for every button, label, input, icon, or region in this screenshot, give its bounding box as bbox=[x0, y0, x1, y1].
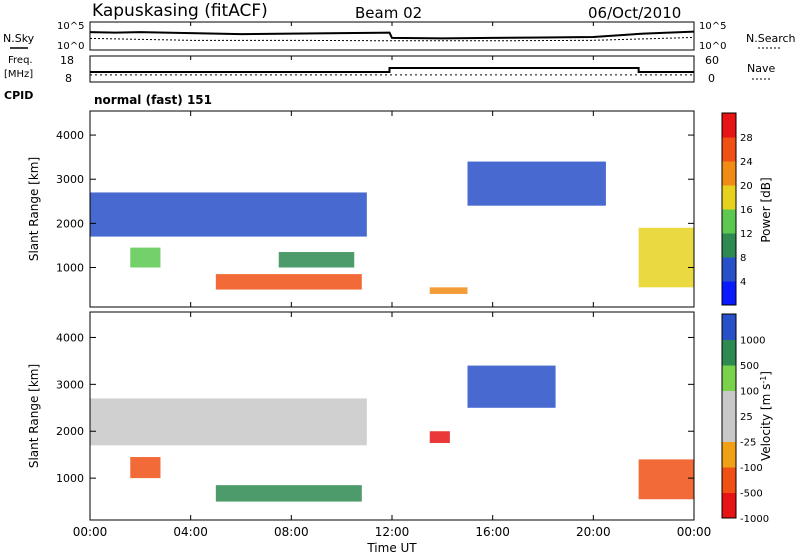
noise-right-tick-top: 10^5 bbox=[699, 21, 726, 32]
xtick-label-5: 20:00 bbox=[576, 525, 611, 539]
velocity-ytick-label-2: 3000 bbox=[56, 378, 84, 391]
power-colorbar-seg-2 bbox=[722, 233, 736, 258]
velocity-colorbar-tick-0: 1000 bbox=[740, 336, 765, 347]
cpid-label: CPID bbox=[4, 89, 33, 102]
nsearch-line bbox=[89, 36, 695, 42]
power-colorbar-seg-6 bbox=[722, 137, 736, 162]
power-colorbar-seg-1 bbox=[722, 257, 736, 282]
xtick-label-3: 12:00 bbox=[375, 525, 410, 539]
velocity-ytick-label-1: 2000 bbox=[56, 425, 84, 438]
xtick-label-0: 00:00 bbox=[73, 525, 108, 539]
velocity-yticks: 1000 2000 3000 4000 bbox=[56, 331, 694, 485]
time-axis: 00:00 04:00 08:00 12:00 16:00 20:00 00:00 bbox=[73, 22, 712, 539]
noise-left-tick-bottom: 10^0 bbox=[57, 41, 84, 52]
freq-left-tick-top: 18 bbox=[60, 54, 74, 67]
velocity-region-4 bbox=[467, 365, 556, 408]
velocity-colorbar-frame bbox=[721, 313, 737, 519]
velocity-ytick-label-3: 4000 bbox=[56, 331, 84, 344]
velocity-colorbar-tick-4: -25 bbox=[740, 438, 756, 449]
velocity-colorbar-tick-7: -1000 bbox=[740, 514, 769, 525]
power-region-0 bbox=[90, 192, 367, 237]
freq-right-tick-top: 60 bbox=[705, 54, 719, 67]
xtick-label-2: 08:00 bbox=[274, 525, 309, 539]
noise-right-tick-bottom: 10^0 bbox=[699, 41, 726, 52]
power-region-3 bbox=[278, 252, 355, 268]
velocity-colorbar-tick-6: -500 bbox=[740, 489, 763, 500]
power-ylabel: Slant Range [km] bbox=[27, 157, 41, 261]
velocity-colorbar-tick-2: 100 bbox=[740, 387, 759, 398]
noise-left-tick-top: 10^5 bbox=[57, 21, 84, 32]
power-colorbar-seg-7 bbox=[722, 113, 736, 138]
cpid-text: normal (fast) 151 bbox=[94, 93, 212, 107]
freq-label: Freq. bbox=[8, 55, 33, 66]
station-title: Kapuskasing (fitACF) bbox=[92, 1, 268, 21]
noise-panel: 10^5 10^0 10^5 10^0 N.Sky N.Search bbox=[3, 21, 796, 52]
power-data-layer bbox=[90, 161, 694, 294]
velocity-colorbar-seg-7 bbox=[722, 314, 736, 340]
velocity-colorbar-label: Velocity [m s-1] bbox=[759, 371, 774, 461]
velocity-ytick-label-0: 1000 bbox=[56, 472, 84, 485]
freq-unit-label: [MHz] bbox=[4, 69, 33, 80]
power-region-1 bbox=[130, 247, 161, 268]
power-colorbar-tick-0: 4 bbox=[740, 277, 746, 288]
velocity-panel: 1000 2000 3000 4000 Slant Range [km] 1000 50… bbox=[27, 311, 774, 525]
velocity-region-2 bbox=[215, 485, 362, 502]
nsearch-label: N.Search bbox=[746, 32, 796, 45]
velocity-colorbar-seg-5 bbox=[722, 365, 736, 391]
power-ytick-label-0: 1000 bbox=[56, 261, 84, 274]
power-colorbar-tick-5: 24 bbox=[740, 157, 753, 168]
velocity-colorbar-seg-1 bbox=[722, 467, 736, 493]
velocity-data-layer bbox=[90, 365, 694, 502]
power-ytick-label-1: 2000 bbox=[56, 217, 84, 230]
power-colorbar: 4 8 12 16 20 24 28 bbox=[721, 112, 753, 306]
power-colorbar-seg-4 bbox=[722, 185, 736, 210]
freq-left-tick-bottom: 8 bbox=[65, 72, 72, 85]
nsky-line bbox=[89, 30, 695, 40]
frequency-line bbox=[90, 67, 694, 73]
power-colorbar-tick-1: 8 bbox=[740, 253, 746, 264]
power-colorbar-tick-3: 16 bbox=[740, 205, 753, 216]
velocity-colorbar-seg-4 bbox=[722, 390, 736, 417]
velocity-colorbar-seg-2 bbox=[722, 441, 736, 468]
velocity-colorbar-seg-6 bbox=[722, 339, 736, 366]
xtick-label-6: 00:00 bbox=[677, 525, 712, 539]
velocity-ylabel: Slant Range [km] bbox=[27, 364, 41, 468]
power-colorbar-tick-6: 28 bbox=[740, 133, 753, 144]
velocity-colorbar-tick-1: 500 bbox=[740, 361, 759, 372]
velocity-colorbar: 1000 500 100 25 -25 -100 -500 -1000 bbox=[721, 313, 769, 525]
power-region-4 bbox=[429, 287, 468, 294]
velocity-colorbar-seg-3 bbox=[722, 416, 736, 442]
xtick-label-1: 04:00 bbox=[173, 525, 208, 539]
power-colorbar-tick-2: 12 bbox=[740, 229, 753, 240]
power-colorbar-frame bbox=[721, 112, 737, 306]
power-region-2 bbox=[215, 274, 362, 290]
power-panel: 1000 2000 3000 4000 Slant Range [km] 4 8 12 16… bbox=[27, 110, 773, 308]
beam-label: Beam 02 bbox=[355, 4, 422, 22]
velocity-colorbar-tick-3: 25 bbox=[740, 412, 753, 423]
power-region-5 bbox=[467, 161, 606, 206]
power-colorbar-label: Power [dB] bbox=[759, 177, 773, 242]
power-colorbar-seg-5 bbox=[722, 161, 736, 186]
velocity-colorbar-seg-0 bbox=[722, 492, 736, 519]
xaxis-label: Time UT bbox=[366, 541, 417, 554]
power-colorbar-tick-4: 20 bbox=[740, 181, 753, 192]
power-colorbar-seg-3 bbox=[722, 209, 736, 234]
velocity-region-1 bbox=[130, 457, 161, 479]
date-label: 06/Oct/2010 bbox=[588, 4, 681, 22]
nave-label: Nave bbox=[747, 62, 775, 75]
power-yticks: 1000 2000 3000 4000 bbox=[56, 129, 694, 274]
power-colorbar-seg-0 bbox=[722, 281, 736, 306]
velocity-region-5 bbox=[638, 459, 694, 500]
frequency-panel: 18 8 60 0 Freq. [MHz] Nave CPID normal (… bbox=[4, 54, 775, 107]
power-region-6 bbox=[638, 227, 694, 288]
nsky-label: N.Sky bbox=[3, 32, 35, 45]
velocity-region-3 bbox=[429, 431, 450, 443]
freq-right-tick-bottom: 0 bbox=[708, 72, 715, 85]
power-ytick-label-3: 4000 bbox=[56, 129, 84, 142]
xtick-label-4: 16:00 bbox=[475, 525, 510, 539]
velocity-colorbar-tick-5: -100 bbox=[740, 463, 763, 474]
velocity-region-0 bbox=[90, 398, 367, 446]
power-ytick-label-2: 3000 bbox=[56, 173, 84, 186]
